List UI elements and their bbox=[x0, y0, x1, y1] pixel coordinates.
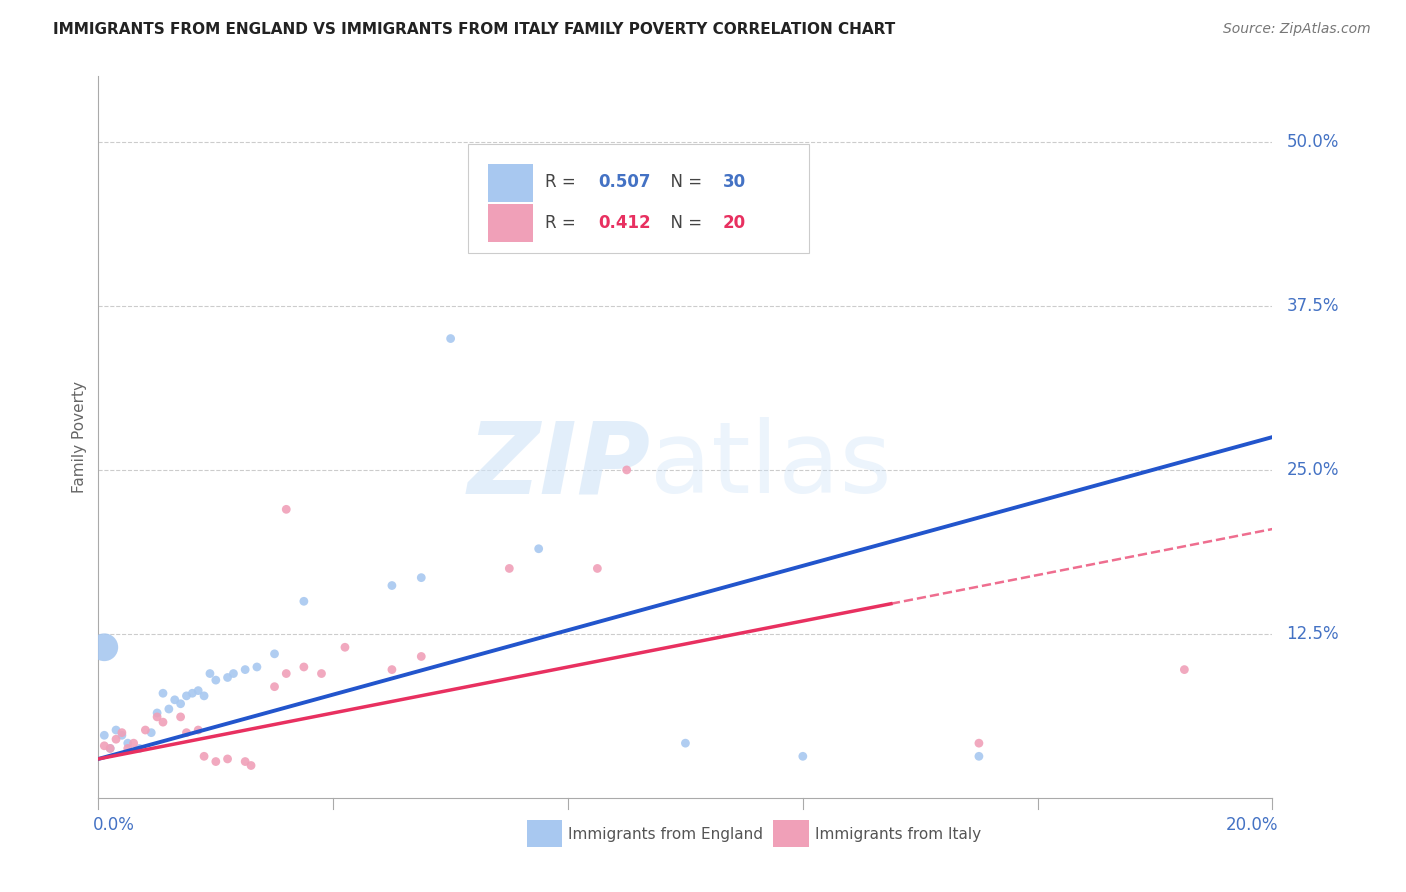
Point bbox=[276, 502, 298, 516]
Text: R =: R = bbox=[544, 214, 581, 232]
Point bbox=[152, 715, 174, 730]
Point bbox=[111, 728, 134, 742]
Text: N =: N = bbox=[659, 214, 707, 232]
Point bbox=[176, 725, 198, 739]
Point bbox=[117, 741, 139, 756]
Point bbox=[134, 723, 156, 737]
Point bbox=[105, 732, 128, 747]
Point bbox=[93, 728, 115, 742]
Point bbox=[411, 571, 433, 585]
Point bbox=[163, 693, 186, 707]
Point bbox=[233, 755, 256, 769]
Text: 20.0%: 20.0% bbox=[1226, 816, 1278, 834]
Point bbox=[675, 736, 697, 750]
Point bbox=[152, 686, 174, 700]
Text: 12.5%: 12.5% bbox=[1286, 625, 1339, 643]
Point bbox=[93, 739, 115, 753]
Point bbox=[792, 749, 814, 764]
Point bbox=[498, 561, 520, 575]
Point bbox=[333, 640, 356, 655]
Point bbox=[157, 702, 180, 716]
Point bbox=[111, 725, 134, 739]
Text: IMMIGRANTS FROM ENGLAND VS IMMIGRANTS FROM ITALY FAMILY POVERTY CORRELATION CHAR: IMMIGRANTS FROM ENGLAND VS IMMIGRANTS FR… bbox=[53, 22, 896, 37]
Point bbox=[169, 710, 191, 724]
Point bbox=[117, 736, 139, 750]
Text: 0.0%: 0.0% bbox=[93, 816, 135, 834]
Text: 30: 30 bbox=[723, 173, 747, 191]
Point bbox=[967, 736, 990, 750]
Text: 0.507: 0.507 bbox=[599, 173, 651, 191]
Point bbox=[146, 710, 169, 724]
Point bbox=[205, 673, 228, 687]
Point bbox=[762, 194, 785, 208]
Bar bbox=[773, 820, 808, 847]
Point bbox=[187, 683, 209, 698]
Bar bbox=[488, 164, 533, 202]
Point bbox=[217, 671, 239, 685]
Point bbox=[292, 594, 315, 608]
Point bbox=[187, 723, 209, 737]
Point bbox=[311, 666, 333, 681]
Text: Immigrants from Italy: Immigrants from Italy bbox=[814, 827, 981, 842]
Point bbox=[381, 663, 404, 677]
Point bbox=[263, 680, 285, 694]
Point bbox=[240, 758, 263, 772]
Point bbox=[181, 686, 204, 700]
Text: Source: ZipAtlas.com: Source: ZipAtlas.com bbox=[1223, 22, 1371, 37]
Point bbox=[246, 660, 269, 674]
Text: 20: 20 bbox=[723, 214, 747, 232]
Text: ZIP: ZIP bbox=[467, 417, 650, 515]
Text: atlas: atlas bbox=[650, 417, 891, 515]
Point bbox=[381, 578, 404, 592]
Point bbox=[105, 723, 128, 737]
Point bbox=[205, 755, 228, 769]
FancyBboxPatch shape bbox=[468, 145, 808, 252]
Point bbox=[141, 725, 163, 739]
Point bbox=[527, 541, 550, 556]
Point bbox=[169, 697, 191, 711]
Point bbox=[93, 640, 115, 655]
Point bbox=[263, 647, 285, 661]
Point bbox=[276, 666, 298, 681]
Point bbox=[439, 332, 461, 346]
Point bbox=[222, 666, 245, 681]
Text: 50.0%: 50.0% bbox=[1286, 133, 1339, 151]
Point bbox=[193, 749, 215, 764]
Bar bbox=[488, 204, 533, 242]
Text: N =: N = bbox=[659, 173, 707, 191]
Text: R =: R = bbox=[544, 173, 581, 191]
Point bbox=[586, 561, 609, 575]
Point bbox=[292, 660, 315, 674]
Point bbox=[122, 736, 145, 750]
Text: 25.0%: 25.0% bbox=[1286, 461, 1339, 479]
Text: Immigrants from England: Immigrants from England bbox=[568, 827, 763, 842]
Point bbox=[616, 463, 638, 477]
Point bbox=[146, 706, 169, 720]
Point bbox=[98, 741, 121, 756]
Point bbox=[967, 749, 990, 764]
Y-axis label: Family Poverty: Family Poverty bbox=[72, 381, 87, 493]
Text: 0.412: 0.412 bbox=[599, 214, 651, 232]
Point bbox=[1173, 663, 1195, 677]
Point bbox=[176, 689, 198, 703]
Point bbox=[98, 741, 121, 756]
Point bbox=[198, 666, 221, 681]
Point bbox=[411, 649, 433, 664]
Point bbox=[217, 752, 239, 766]
Text: 37.5%: 37.5% bbox=[1286, 297, 1339, 315]
Point bbox=[193, 689, 215, 703]
Point bbox=[128, 741, 150, 756]
Point bbox=[233, 663, 256, 677]
Bar bbox=[527, 820, 562, 847]
